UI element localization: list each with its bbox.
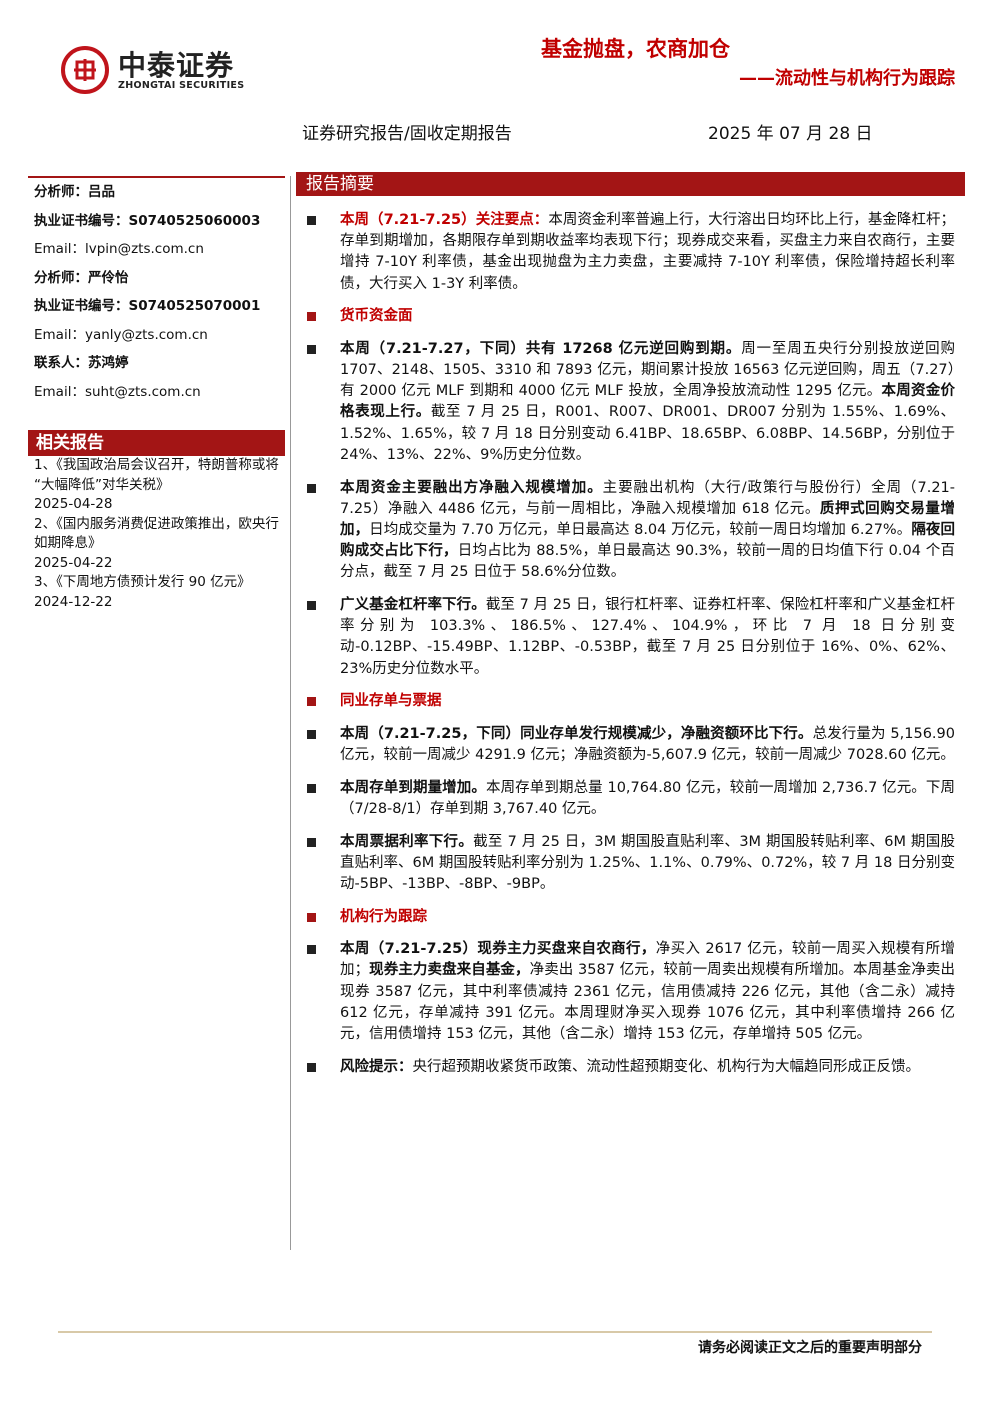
contact: 执业证书编号：S0740525060003 (28, 207, 285, 236)
text: 截至 7 月 25 日，3M 期国股直贴利率、3M 期国股转贴利率、6M 期国股… (340, 833, 955, 893)
logo-en: ZHONGTAI SECURITIES (118, 80, 245, 91)
report-type: 证券研究报告/固收定期报告 (302, 124, 512, 144)
contact-label: 执业证书编号： (34, 212, 129, 229)
bold-text: 本周资金价格表现上行。 (340, 383, 955, 421)
contact-value: yanly@zts.com.cn (84, 326, 208, 343)
paragraph: 本周票据利率下行。截至 7 月 25 日，3M 期国股直贴利率、3M 期国股转贴… (305, 832, 955, 896)
report-date: 2025 年 07 月 28 日 (708, 124, 873, 144)
logo-name: 中泰证券 (118, 49, 235, 82)
related-title: 相关报告 (28, 430, 285, 456)
contact-value: lvpin@zts.com.cn (84, 241, 204, 257)
footer-line (58, 1331, 932, 1333)
paragraph: 风险提示：央行超预期收紧货币政策、流动性超预期变化、机构行为大幅趋同形成正反馈。 (305, 1057, 955, 1078)
bold-text: 本周（7.21-7.25）现券主力买盘来自农商行， (340, 941, 656, 958)
footer-note: 请务必阅读正文之后的重要声明部分 (698, 1340, 922, 1356)
bold-text: 广义基金杠杆率下行。 (340, 597, 486, 614)
paragraph: 本周资金主要融出方净融入规模增加。主要融出机构（大行/政策行与股份行）全周（7.… (305, 478, 955, 584)
related-text: 3、《下周地方债预计发行 90 亿元》 (34, 574, 251, 590)
bold-text: 本周（7.21-7.25，下同）同业存单发行规模减少，净融资额环比下行。 (340, 725, 813, 742)
bold-text: 本周存单到期量增加。 (340, 779, 486, 796)
report-title: 基金抛盘，农商加仓 (541, 37, 730, 61)
contact-label: Email： (34, 383, 85, 400)
related-date: 2025-04-22 (34, 554, 113, 571)
related-text: 1、《我国政治局会议召开，特朗普称或将“大幅降低”对华关税》 (34, 457, 279, 493)
text: 截至 7 月 25 日，R001、R007、DR001、DR007 分别为 1.… (340, 404, 955, 463)
contact-value: suht@zts.com.cn (84, 383, 201, 400)
sidebar: 分析师：吕品 执业证书编号：S0740525060003 Email：lvpin@z… (28, 176, 285, 612)
bold-text: 本周（7.21-7.27，下同）共有 17268 亿元逆回购到期。 (340, 340, 742, 357)
related-text: 2、《国内服务消费促进政策推出，欧央行如期降息》 (34, 515, 279, 552)
contact-label: 分析师： (34, 269, 88, 286)
text: 本周存单到期总量 10,764.80 亿元，较前一周增加 2,736.7 亿元。… (340, 779, 956, 817)
bold-text: 本周资金主要融出方净融入规模增加。 (340, 479, 603, 496)
text: 周一至周五央行分别投放逆回购 1707、2148、1505、3310 和 789… (340, 340, 955, 400)
text: 截至 7 月 25 日，银行杠杆率、证券杠杆率、保险杠杆率和广义基金杠杆率分别为… (340, 597, 955, 677)
report-subtitle: ——流动性与机构行为跟踪 (739, 68, 955, 89)
bold-text: 本周（7.21-7.25）关注要点： (340, 212, 549, 228)
related-item: 1、《我国政治局会议召开，特朗普称或将“大幅降低”对华关税》 2025-04-28 (28, 456, 285, 515)
text: 日均占比为 88.5%，单日最高达 90.3%，较前一周的日均值下行 0.04 … (340, 543, 955, 581)
bold-text: 本周票据利率下行。 (340, 833, 474, 850)
text: 净买入 2617 亿元，较前一周买入规模有所增加； (340, 941, 955, 979)
related-item: 2、《国内服务消费促进政策推出，欧央行如期降息》 2025-04-22 (28, 515, 285, 574)
contact-label: Email： (34, 241, 85, 257)
section-title: 报告摘要 (296, 172, 965, 196)
text: 总发行量为 5,156.90 亿元，较前一周减少 4291.9 亿元；净融资额为… (340, 725, 955, 764)
text: 本周资金利率普遍上行，大行溶出日均环比上行，基金降杠杆；存单到期增加，各期限存单… (340, 212, 955, 292)
contact-value: 苏鸿婷 (88, 355, 129, 371)
text: 主要融出机构（大行/政策行与股份行）全周（7.21-7.25）净融入 4486 … (340, 479, 956, 517)
text: 净卖出 3587 亿元，较前一周卖出规模有所增加。本周基金净卖出现券 3587 … (340, 962, 956, 1043)
paragraph: 本周存单到期量增加。本周存单到期总量 10,764.80 亿元，较前一周增加 2… (305, 778, 955, 820)
contact: Email：lvpin@zts.com.cn (28, 235, 285, 264)
bold-text: 现券主力卖盘来自基金， (369, 962, 530, 979)
related-list: 1、《我国政治局会议召开，特朗普称或将“大幅降低”对华关税》 2025-04-28… (28, 456, 285, 612)
contact-value: S0740525070001 (128, 298, 261, 314)
contact: 联系人：苏鸿婷 (28, 349, 285, 378)
contact: Email：suht@zts.com.cn (28, 378, 285, 407)
summary-body: 本周（7.21-7.25）关注要点：本周资金利率普遍上行，大行溶出日均环比上行，… (305, 210, 955, 1090)
paragraph: 广义基金杠杆率下行。截至 7 月 25 日，银行杠杆率、证券杠杆率、保险杠杆率和… (305, 595, 955, 680)
paragraph: 本周（7.21-7.27，下同）共有 17268 亿元逆回购到期。周一至周五央行… (305, 339, 955, 466)
contact-label: 联系人： (34, 355, 88, 371)
contact-label: Email： (34, 326, 85, 343)
related-date: 2025-04-28 (34, 496, 113, 512)
contact: 执业证书编号：S0740525070001 (28, 292, 285, 321)
bold-text: 风险提示： (340, 1058, 413, 1075)
contacts: 分析师：吕品 执业证书编号：S0740525060003 Email：lvpin@z… (28, 178, 285, 406)
paragraph: 本周（7.21-7.25）关注要点：本周资金利率普遍上行，大行溶出日均环比上行，… (305, 210, 955, 295)
related-date: 2024-12-22 (34, 593, 113, 610)
contact-label: 分析师： (34, 184, 88, 200)
bold-text: 隔夜回购成交占比下行， (340, 521, 956, 560)
contact-value: 严伶怡 (88, 269, 129, 286)
contact-label: 执业证书编号： (34, 298, 129, 314)
contact-value: S0740525060003 (128, 212, 261, 229)
text: 日均成交量为 7.70 万亿元，单日最高达 8.04 万亿元，较前一周日均增加 … (369, 521, 912, 538)
related-item: 3、《下周地方债预计发行 90 亿元》 2024-12-22 (28, 573, 285, 612)
contact: 分析师：吕品 (28, 178, 285, 207)
contact: Email：yanly@zts.com.cn (28, 321, 285, 350)
section-heading: 同业存单与票据 (305, 691, 955, 712)
logo-icon (61, 46, 109, 94)
section-heading: 货币资金面 (305, 306, 955, 327)
divider (290, 176, 291, 1250)
contact: 分析师：严伶怡 (28, 264, 285, 293)
paragraph: 本周（7.21-7.25）现券主力买盘来自农商行，净买入 2617 亿元，较前一… (305, 939, 955, 1045)
contact-value: 吕品 (88, 184, 115, 200)
text: 央行超预期收紧货币政策、流动性超预期变化、机构行为大幅趋同形成正反馈。 (412, 1058, 921, 1075)
bold-text: 质押式回购交易量增加， (340, 500, 956, 538)
paragraph: 本周（7.21-7.25，下同）同业存单发行规模减少，净融资额环比下行。总发行量… (305, 724, 955, 766)
section-heading: 机构行为跟踪 (305, 907, 955, 928)
